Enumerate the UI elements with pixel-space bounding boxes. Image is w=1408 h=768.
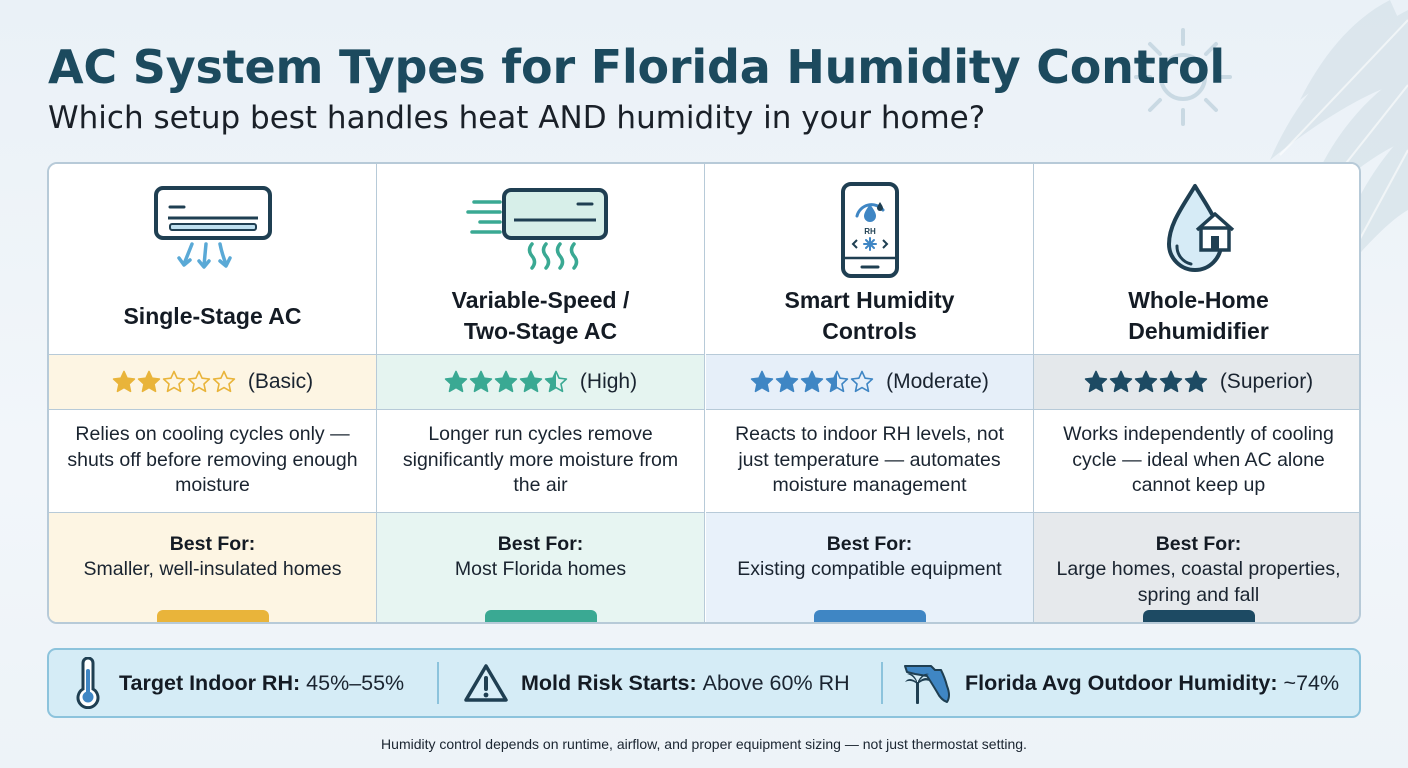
star-empty-icon bbox=[162, 370, 186, 393]
system-description: Works independently of cooling cycle — i… bbox=[1063, 423, 1334, 496]
rating-label: (Moderate) bbox=[886, 370, 989, 393]
star-rating bbox=[112, 370, 236, 394]
best-for-text: Large homes, coastal properties, spring … bbox=[1056, 558, 1341, 606]
star-filled-icon bbox=[1184, 370, 1208, 393]
stat-divider bbox=[437, 662, 439, 704]
comparison-table: Single-Stage AC (Basic) Relies on coolin… bbox=[47, 162, 1361, 624]
warning-triangle-icon bbox=[464, 664, 508, 702]
accent-bar bbox=[484, 610, 597, 622]
page-title: AC System Types for Florida Humidity Con… bbox=[48, 40, 1225, 94]
stat-label: Mold Risk Starts: bbox=[521, 670, 697, 695]
column-whole-home-dehumidifier: Whole-Home Dehumidifier (Superior) Works… bbox=[1034, 164, 1359, 622]
rating-label: (Superior) bbox=[1219, 370, 1314, 393]
star-filled-icon bbox=[1084, 370, 1108, 393]
star-half-icon bbox=[825, 370, 849, 393]
system-description: Longer run cycles remove significantly m… bbox=[402, 423, 679, 496]
column-header: Whole-Home Dehumidifier bbox=[1034, 164, 1359, 355]
star-filled-icon bbox=[444, 370, 468, 393]
column-smart-humidity-controls: RH Smart Humidity Controls (Moderate) Re… bbox=[706, 164, 1034, 622]
rating-row: (Superior) bbox=[1034, 355, 1359, 410]
system-description: Relies on cooling cycles only — shuts of… bbox=[67, 423, 358, 496]
footnote: Humidity control depends on runtime, air… bbox=[381, 736, 1027, 752]
rating-label: (Basic) bbox=[247, 370, 314, 393]
rating-row: (Basic) bbox=[49, 355, 376, 410]
best-for-section: Best For: Existing compatible equipment bbox=[706, 512, 1033, 622]
star-filled-icon bbox=[137, 370, 161, 393]
star-rating bbox=[750, 370, 874, 394]
accent-bar bbox=[156, 610, 269, 622]
water-drop-house-icon bbox=[1166, 184, 1234, 272]
star-half-icon bbox=[544, 370, 568, 393]
stat-value: ~74% bbox=[1283, 670, 1340, 695]
star-filled-icon bbox=[1134, 370, 1158, 393]
accent-bar bbox=[1142, 610, 1255, 622]
column-header: Single-Stage AC bbox=[49, 164, 376, 355]
star-filled-icon bbox=[469, 370, 493, 393]
rating-label: (High) bbox=[579, 370, 638, 393]
stat-florida-outdoor-humidity: Florida Avg Outdoor Humidity: ~74% bbox=[901, 650, 1339, 716]
best-for-section: Best For: Large homes, coastal propertie… bbox=[1034, 512, 1359, 622]
star-rating bbox=[444, 370, 568, 394]
system-description: Reacts to indoor RH levels, not just tem… bbox=[735, 423, 1004, 496]
stat-mold-risk: Mold Risk Starts: Above 60% RH bbox=[463, 650, 850, 716]
rating-row: (Moderate) bbox=[706, 355, 1033, 410]
star-filled-icon bbox=[1109, 370, 1133, 393]
star-filled-icon bbox=[494, 370, 518, 393]
system-name: Smart Humidity Controls bbox=[784, 287, 955, 344]
stat-divider bbox=[881, 662, 883, 704]
variable-speed-ac-icon bbox=[465, 188, 608, 270]
star-filled-icon bbox=[775, 370, 799, 393]
best-for-section: Best For: Smaller, well-insulated homes bbox=[49, 512, 376, 622]
best-for-heading: Best For: bbox=[497, 533, 584, 555]
star-empty-icon bbox=[187, 370, 211, 393]
best-for-text: Existing compatible equipment bbox=[737, 558, 1002, 580]
florida-map-palm-icon bbox=[904, 665, 950, 704]
thermometer-icon bbox=[76, 657, 100, 709]
stat-value: Above 60% RH bbox=[702, 670, 850, 695]
system-name: Variable-Speed / Two-Stage AC bbox=[451, 287, 630, 344]
star-filled-icon bbox=[519, 370, 543, 393]
column-variable-speed-ac: Variable-Speed / Two-Stage AC (High) Lon… bbox=[377, 164, 705, 622]
humidity-stats-bar: Target Indoor RH: 45%–55% Mold Risk Star… bbox=[47, 648, 1361, 718]
best-for-heading: Best For: bbox=[169, 533, 256, 555]
star-empty-icon bbox=[850, 370, 874, 393]
star-filled-icon bbox=[1159, 370, 1183, 393]
best-for-text: Most Florida homes bbox=[454, 558, 627, 580]
column-header: Variable-Speed / Two-Stage AC bbox=[377, 164, 704, 355]
system-name: Single-Stage AC bbox=[123, 302, 302, 329]
page-subtitle: Which setup best handles heat AND humidi… bbox=[48, 100, 986, 136]
smartphone-humidity-icon: RH bbox=[840, 182, 899, 278]
best-for-heading: Best For: bbox=[826, 533, 913, 555]
column-header: RH Smart Humidity Controls bbox=[706, 164, 1033, 355]
rating-row: (High) bbox=[377, 355, 704, 410]
star-filled-icon bbox=[112, 370, 136, 393]
stat-value: 45%–55% bbox=[306, 670, 405, 695]
best-for-section: Best For: Most Florida homes bbox=[377, 512, 704, 622]
best-for-text: Smaller, well-insulated homes bbox=[83, 558, 342, 580]
stat-label: Florida Avg Outdoor Humidity: bbox=[965, 670, 1278, 695]
star-filled-icon bbox=[750, 370, 774, 393]
system-name: Whole-Home Dehumidifier bbox=[1128, 287, 1269, 344]
column-single-stage-ac: Single-Stage AC (Basic) Relies on coolin… bbox=[49, 164, 377, 622]
star-empty-icon bbox=[212, 370, 236, 393]
star-rating bbox=[1084, 370, 1208, 394]
stat-target-indoor-rh: Target Indoor RH: 45%–55% bbox=[73, 650, 404, 716]
stat-label: Target Indoor RH: bbox=[119, 670, 301, 695]
wall-ac-unit-icon bbox=[153, 186, 272, 269]
rh-label: RH bbox=[864, 227, 876, 236]
star-filled-icon bbox=[800, 370, 824, 393]
accent-bar bbox=[813, 610, 926, 622]
best-for-heading: Best For: bbox=[1155, 533, 1242, 555]
